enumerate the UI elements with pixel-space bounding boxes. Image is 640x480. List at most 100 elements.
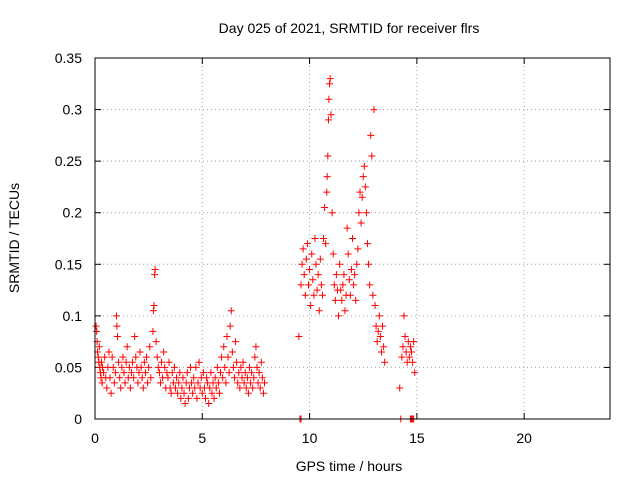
data-point: [249, 384, 257, 392]
data-point: [337, 286, 345, 294]
data-point: [369, 291, 377, 299]
x-tick-label: 10: [302, 430, 318, 446]
x-tick-label: 5: [198, 430, 206, 446]
data-point: [97, 358, 105, 366]
data-point: [246, 363, 253, 371]
data-point: [98, 379, 106, 387]
y-tick-label: 0: [74, 411, 82, 427]
data-point: [257, 358, 265, 366]
data-point: [253, 363, 261, 371]
data-point: [310, 291, 318, 299]
data-point: [173, 374, 181, 382]
data-point: [299, 245, 307, 253]
data-point: [122, 358, 130, 366]
data-point: [170, 363, 178, 371]
data-point: [107, 389, 115, 397]
data-point: [218, 353, 226, 361]
data-point: [123, 343, 131, 351]
data-point: [324, 152, 332, 160]
data-point: [357, 219, 365, 227]
data-point: [362, 209, 370, 217]
data-point: [206, 384, 214, 392]
data-point: [335, 312, 343, 320]
data-point: [134, 379, 142, 387]
data-point: [401, 332, 409, 340]
data-point: [165, 358, 173, 366]
data-point: [256, 384, 264, 392]
data-point: [313, 286, 321, 294]
chart-title: Day 025 of 2021, SRMTID for receiver flr…: [219, 20, 480, 36]
data-point: [177, 394, 185, 402]
data-point: [368, 152, 376, 160]
data-point: [145, 363, 153, 371]
data-point: [207, 369, 215, 377]
data-point: [298, 260, 306, 268]
data-point: [144, 379, 152, 387]
data-point: [95, 343, 103, 351]
data-point: [208, 389, 216, 397]
data-point: [119, 353, 127, 361]
data-point: [152, 338, 160, 346]
data-point: [261, 379, 269, 387]
plot-frame: [94, 57, 611, 420]
axis-ticks: 0 5 10 15 20 0 0.05 0.1 0.15 0.2 0.25 0.3 0.35: [55, 50, 610, 446]
data-point: [351, 271, 359, 279]
data-point: [101, 353, 109, 361]
data-point: [324, 116, 332, 124]
data-point: [146, 343, 154, 351]
data-point: [316, 255, 324, 263]
data-point: [372, 322, 380, 330]
data-point: [137, 363, 145, 371]
data-point: [355, 209, 363, 217]
y-tick-label: 0.15: [55, 256, 82, 272]
data-points: [92, 75, 419, 423]
data-point: [340, 271, 348, 279]
data-point: [301, 291, 309, 299]
data-point: [233, 358, 241, 366]
data-point: [329, 250, 337, 258]
data-point: [140, 358, 148, 366]
data-point: [371, 302, 379, 310]
data-point: [297, 281, 305, 289]
data-point: [108, 353, 116, 361]
data-point: [199, 369, 207, 377]
data-point: [154, 363, 162, 371]
data-point: [410, 338, 418, 346]
data-point: [343, 224, 351, 232]
data-point: [181, 400, 189, 408]
data-point: [168, 369, 176, 377]
data-point: [147, 374, 155, 382]
data-point: [309, 276, 317, 284]
data-point: [115, 358, 123, 366]
data-point: [150, 302, 158, 310]
data-point: [359, 173, 367, 181]
data-point: [161, 363, 169, 371]
x-tick-label: 20: [516, 430, 532, 446]
data-point: [240, 379, 248, 387]
data-point: [179, 374, 187, 382]
data-point: [381, 358, 389, 366]
data-point: [94, 353, 102, 361]
data-point: [303, 240, 311, 248]
data-point: [317, 281, 325, 289]
data-point: [354, 245, 362, 253]
data-point: [230, 374, 238, 382]
y-tick-label: 0.05: [55, 359, 82, 375]
data-point: [198, 389, 206, 397]
data-point: [374, 327, 382, 335]
data-point: [366, 281, 374, 289]
data-point: [210, 394, 218, 402]
data-point: [212, 384, 220, 392]
data-point: [311, 235, 319, 242]
x-tick-label: 0: [91, 430, 99, 446]
data-point: [307, 302, 315, 310]
data-point: [139, 384, 147, 392]
data-point: [356, 188, 364, 196]
data-point: [121, 379, 129, 387]
data-point: [375, 312, 383, 320]
data-point: [300, 271, 308, 279]
data-point: [373, 338, 381, 346]
data-point: [241, 369, 249, 377]
data-point: [153, 353, 161, 361]
data-point: [131, 332, 139, 340]
